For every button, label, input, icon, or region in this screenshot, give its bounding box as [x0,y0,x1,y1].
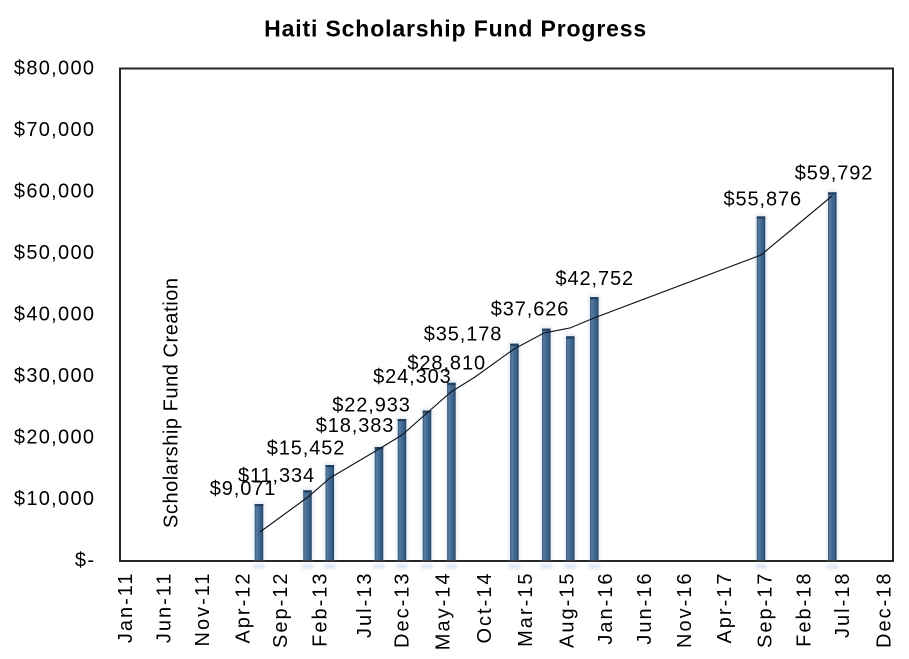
svg-text:$28,810: $28,810 [407,353,486,375]
svg-text:Nov-16: Nov-16 [674,572,696,648]
svg-text:Haiti Scholarship Fund Progres: Haiti Scholarship Fund Progress [264,16,647,42]
svg-text:Nov-11: Nov-11 [192,572,214,647]
svg-text:Sep-12: Sep-12 [270,572,292,649]
svg-text:Jul-13: Jul-13 [354,572,376,638]
svg-text:$35,178: $35,178 [424,324,503,346]
svg-text:Dec-13: Dec-13 [392,572,414,648]
svg-text:$30,000: $30,000 [14,365,95,387]
svg-text:$42,752: $42,752 [555,268,634,290]
svg-text:Jan-11: Jan-11 [115,572,137,644]
svg-text:$22,933: $22,933 [332,395,411,417]
svg-text:Apr-17: Apr-17 [714,572,736,644]
svg-text:$11,334: $11,334 [238,465,315,487]
svg-text:$-: $- [75,550,95,572]
svg-text:$60,000: $60,000 [14,181,95,203]
svg-text:Scholarship Fund Creation: Scholarship Fund Creation [161,277,183,528]
svg-text:Jun-16: Jun-16 [634,572,656,645]
svg-text:Apr-12: Apr-12 [232,572,254,644]
svg-text:$15,452: $15,452 [267,438,346,460]
svg-text:May-14: May-14 [433,572,455,651]
svg-text:Feb-18: Feb-18 [794,572,816,647]
svg-text:Aug-15: Aug-15 [557,572,579,649]
svg-text:$80,000: $80,000 [14,58,95,80]
svg-text:Jan-16: Jan-16 [595,572,617,645]
svg-text:Sep-17: Sep-17 [754,572,776,649]
svg-text:$40,000: $40,000 [14,304,95,326]
svg-text:Dec-18: Dec-18 [873,572,895,648]
svg-text:$10,000: $10,000 [14,488,95,510]
svg-text:$24,303: $24,303 [373,366,452,388]
svg-text:Mar-15: Mar-15 [515,572,537,647]
svg-text:$9,071: $9,071 [210,478,277,500]
svg-text:$59,792: $59,792 [795,163,874,185]
svg-text:Feb-13: Feb-13 [309,572,331,647]
svg-text:$55,876: $55,876 [723,189,802,211]
svg-text:$18,383: $18,383 [316,415,395,437]
svg-text:Oct-14: Oct-14 [474,572,496,644]
svg-text:Jun-11: Jun-11 [153,572,175,644]
svg-text:$20,000: $20,000 [14,427,95,449]
svg-text:$37,626: $37,626 [491,299,570,321]
svg-text:Jul-18: Jul-18 [832,572,854,638]
svg-text:$70,000: $70,000 [14,119,95,141]
svg-text:$50,000: $50,000 [14,242,95,264]
